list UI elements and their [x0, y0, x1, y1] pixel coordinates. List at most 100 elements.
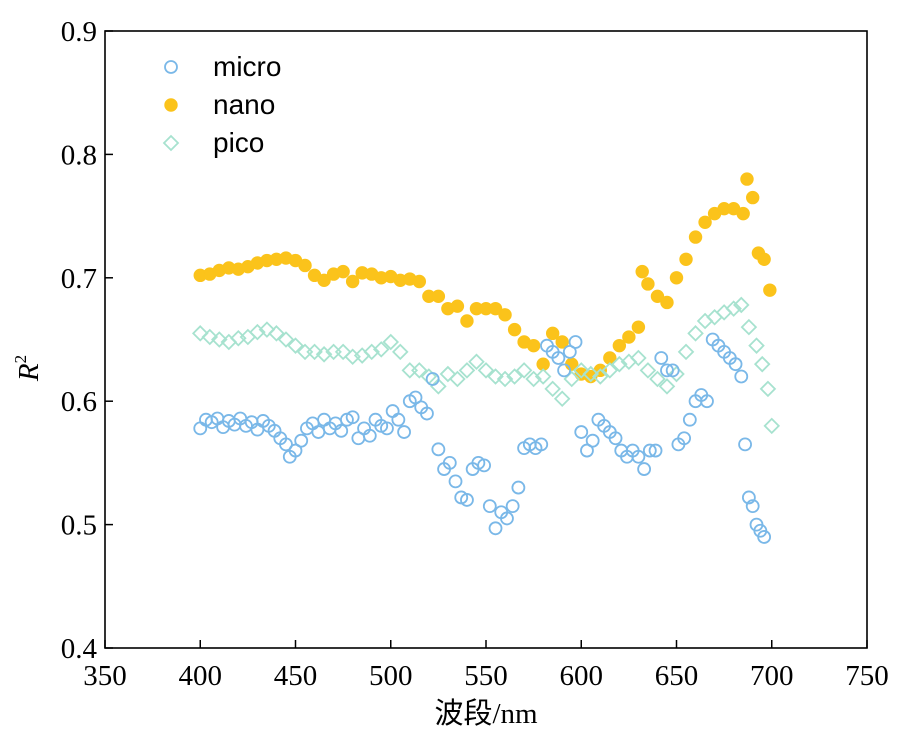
micro-point: [488, 521, 503, 536]
micro-point: [642, 443, 657, 458]
pico-point: [506, 368, 523, 385]
legend-marker-micro: [164, 60, 178, 74]
micro-point: [397, 425, 411, 439]
micro-point: [425, 372, 440, 386]
pico-point: [201, 328, 219, 346]
legend-marker-pico: [162, 134, 180, 152]
plot-frame: [104, 30, 868, 649]
micro-point: [385, 404, 400, 418]
legend-marker-nano: [164, 98, 178, 112]
micro-point: [682, 412, 697, 427]
pico-point: [572, 362, 590, 379]
pico-point: [439, 365, 457, 383]
nano-point: [345, 274, 360, 289]
micro-point: [442, 455, 457, 470]
nano-point: [545, 326, 560, 341]
nano-point: [660, 295, 674, 310]
pico-point: [211, 331, 228, 348]
legend-label-nano: nano: [213, 89, 275, 120]
pico-point: [392, 343, 409, 361]
pico-point: [363, 343, 380, 361]
legend-label-micro: micro: [213, 51, 281, 82]
nano-point: [498, 308, 512, 322]
pico-point: [740, 318, 758, 336]
nano-point: [736, 206, 750, 221]
micro-point: [574, 425, 589, 439]
micro-point: [734, 369, 749, 384]
nano-point: [746, 190, 760, 205]
x-tick-label: 350: [83, 660, 127, 692]
x-tick-label: 700: [750, 660, 794, 692]
nano-point: [669, 271, 684, 285]
pico-point: [487, 368, 504, 385]
micro-point: [345, 410, 360, 425]
pico-point: [315, 346, 333, 363]
micro-point: [665, 363, 680, 378]
micro-point: [448, 474, 463, 489]
y-tick-label: 0.9: [61, 16, 97, 48]
pico-point: [753, 355, 771, 373]
micro-point: [460, 493, 474, 507]
pico-point: [411, 362, 428, 379]
pico-point: [639, 362, 657, 379]
nano-point: [526, 338, 541, 353]
x-tick-label: 600: [560, 660, 604, 692]
nano-point: [336, 264, 350, 279]
micro-point: [741, 490, 756, 505]
pico-point: [763, 417, 781, 435]
pico-point: [649, 370, 666, 388]
pico-point: [534, 368, 552, 385]
pico-point: [630, 349, 647, 367]
pico-point: [563, 370, 580, 388]
pico-point: [544, 380, 561, 398]
pico-point: [277, 331, 295, 348]
pico-point: [601, 362, 619, 379]
micro-point: [477, 458, 491, 473]
pico-point: [468, 353, 485, 370]
micro-point: [700, 394, 714, 409]
nano-point: [622, 330, 636, 344]
nano-point: [688, 230, 703, 244]
micro-point: [728, 357, 743, 372]
pico-point: [449, 370, 466, 388]
y-tick-label: 0.8: [61, 139, 97, 171]
micro-point: [660, 363, 674, 378]
x-axis-title: 波段/nm: [434, 697, 538, 730]
pico-point: [372, 341, 390, 358]
micro-point: [580, 443, 594, 458]
pico-point: [582, 365, 600, 383]
micro-point: [317, 412, 331, 427]
micro-point: [677, 431, 692, 446]
nano-point: [431, 289, 446, 304]
pico-point: [748, 337, 765, 354]
pico-point: [258, 321, 276, 338]
micro-point: [391, 412, 406, 427]
nano-point: [317, 273, 331, 287]
pico-point: [249, 323, 266, 341]
micro-point: [511, 480, 526, 495]
pico-point: [268, 325, 285, 342]
x-tick-label: 450: [274, 660, 318, 692]
pico-point: [677, 343, 695, 361]
x-tick-label: 550: [464, 660, 508, 692]
micro-point: [193, 421, 208, 436]
nano-point: [631, 320, 646, 334]
nano-point: [757, 252, 771, 266]
series-micro: [193, 332, 772, 544]
nano-point: [412, 274, 427, 289]
pico-point: [658, 378, 676, 395]
nano-point: [450, 299, 465, 313]
pico-point: [553, 390, 571, 408]
x-tick-label: 400: [179, 660, 223, 692]
pico-point: [401, 362, 419, 379]
legend: micro nano pico: [162, 51, 281, 158]
nano-point: [641, 277, 655, 291]
pico-point: [382, 333, 400, 351]
nano-point: [698, 215, 712, 229]
pico-point: [725, 300, 742, 317]
micro-point: [608, 431, 623, 446]
pico-point: [496, 370, 514, 388]
micro-point: [648, 443, 663, 458]
nano-point: [679, 252, 693, 266]
micro-point: [534, 437, 549, 452]
